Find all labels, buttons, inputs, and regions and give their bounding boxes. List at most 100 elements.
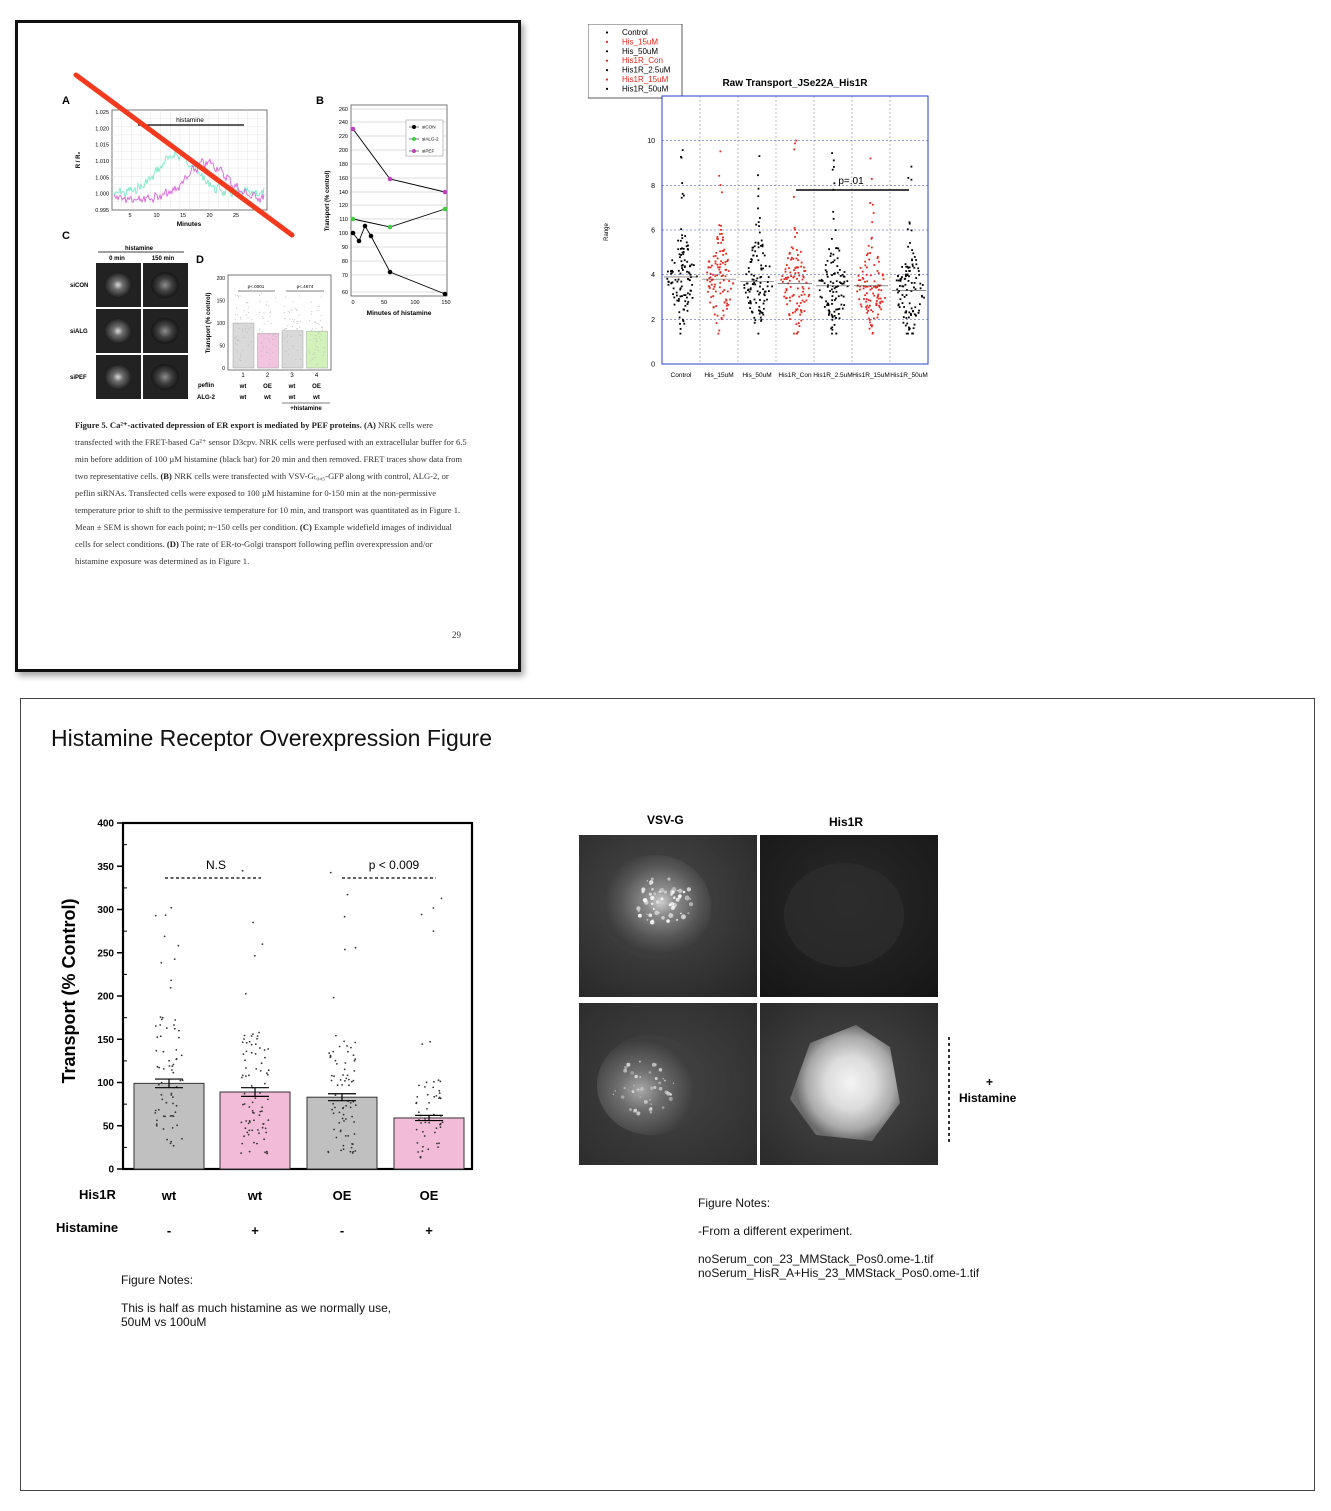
raw-dot	[689, 289, 692, 292]
raw-dot	[912, 252, 915, 255]
raw-dot	[719, 266, 721, 269]
raw-dot	[681, 149, 684, 151]
raw-dot	[831, 285, 834, 288]
transport-dot	[158, 1066, 161, 1069]
raw-dot	[793, 269, 795, 271]
transport-dot	[434, 1131, 436, 1134]
raw-dot	[800, 311, 803, 314]
raw-dot	[758, 231, 761, 234]
raw-dot	[831, 326, 834, 329]
raw-dot	[720, 318, 723, 321]
raw-dot	[870, 178, 873, 180]
panel-d-dot	[243, 309, 246, 312]
transport-dot	[338, 1045, 341, 1048]
transport-dot	[267, 1098, 269, 1101]
raw-dot	[908, 221, 911, 224]
transport-dot	[170, 1094, 173, 1096]
raw-dot	[760, 268, 763, 271]
panel-d-dot	[246, 331, 248, 334]
raw-dot	[678, 316, 681, 319]
raw-dot	[872, 292, 874, 295]
his1r-condition-label: OE	[420, 1188, 439, 1203]
raw-dot	[833, 259, 836, 262]
raw-dot	[902, 321, 905, 324]
raw-dot	[681, 264, 684, 266]
panel-d-dot	[284, 363, 286, 365]
raw-dot	[722, 239, 724, 241]
raw-dot	[901, 294, 904, 296]
raw-dot	[833, 324, 836, 326]
transport-dot	[243, 1135, 245, 1138]
raw-dot	[900, 277, 903, 280]
panel-b-point	[350, 230, 356, 236]
panel-d-dot	[269, 348, 271, 350]
raw-dot	[803, 270, 806, 272]
raw-dot	[687, 271, 690, 274]
raw-dot	[903, 306, 905, 308]
micro-image-his1r-histamine	[760, 1003, 938, 1165]
panel-b-legend-label: siALG-2	[422, 137, 439, 142]
raw-dot	[913, 313, 916, 316]
panel-d-dot	[234, 314, 236, 316]
transport-dot	[419, 1156, 422, 1159]
raw-dot	[869, 288, 872, 291]
panel-d-dot	[321, 327, 323, 329]
transport-dot	[155, 1049, 158, 1052]
panel-d-dot	[315, 345, 317, 347]
raw-dot	[831, 328, 834, 331]
transport-dot	[173, 958, 176, 960]
raw-dot	[796, 277, 798, 280]
raw-dot	[788, 279, 791, 282]
panel-b-xtick: 0	[351, 300, 354, 306]
panel-d-dot	[247, 311, 249, 314]
panel-d-dot	[236, 343, 238, 346]
panel-d-dot	[315, 327, 317, 329]
transport-dot	[354, 1041, 357, 1044]
transport-dot	[352, 1054, 355, 1057]
raw-dot	[859, 285, 861, 288]
raw-dot	[805, 281, 808, 284]
raw-dot	[870, 246, 873, 249]
transport-dot	[172, 1102, 174, 1105]
raw-dot	[910, 290, 913, 292]
panel-d-dot	[235, 307, 238, 309]
raw-dot	[906, 322, 909, 325]
raw-dot	[879, 301, 881, 304]
raw-dot	[907, 267, 910, 269]
raw-dot	[904, 324, 907, 327]
panel-b-point	[442, 189, 448, 195]
raw-dot	[868, 327, 871, 330]
raw-dot	[898, 306, 901, 308]
raw-legend-marker	[605, 87, 609, 90]
transport-dot	[154, 1109, 157, 1112]
raw-dot	[749, 288, 752, 291]
panel-d-dot	[321, 329, 323, 331]
transport-bar	[306, 1096, 378, 1170]
transport-dot	[352, 1079, 355, 1082]
panel-d-dot	[317, 349, 319, 352]
panel-d-dot	[259, 301, 261, 303]
raw-legend-marker	[605, 40, 609, 43]
raw-dot	[869, 252, 871, 254]
raw-dot	[788, 313, 791, 315]
raw-dot	[783, 278, 786, 280]
raw-dot	[681, 251, 684, 254]
transport-dot	[424, 1118, 426, 1120]
raw-dot	[859, 279, 862, 281]
transport-dot	[258, 1114, 261, 1117]
raw-dot	[866, 266, 868, 269]
raw-dot	[797, 287, 799, 290]
caption-d-text: The rate of ER-to-Golgi transport follow…	[75, 539, 433, 566]
raw-dot	[680, 196, 683, 199]
panel-d-dot	[268, 353, 270, 355]
raw-dot	[921, 284, 924, 286]
panel-a-xtick: 20	[206, 213, 212, 219]
panel-d: 200 150 100 50 0 p<.0001 p<.4674 Transport (…	[197, 274, 332, 412]
transport-dot	[436, 1142, 438, 1145]
raw-dot	[913, 323, 916, 326]
raw-legend-label: His1R_2.5uM	[622, 66, 671, 75]
transport-dot	[168, 1059, 171, 1062]
raw-dot	[904, 311, 907, 314]
panel-b-ytick: 200	[339, 148, 348, 154]
raw-dot	[745, 273, 748, 276]
